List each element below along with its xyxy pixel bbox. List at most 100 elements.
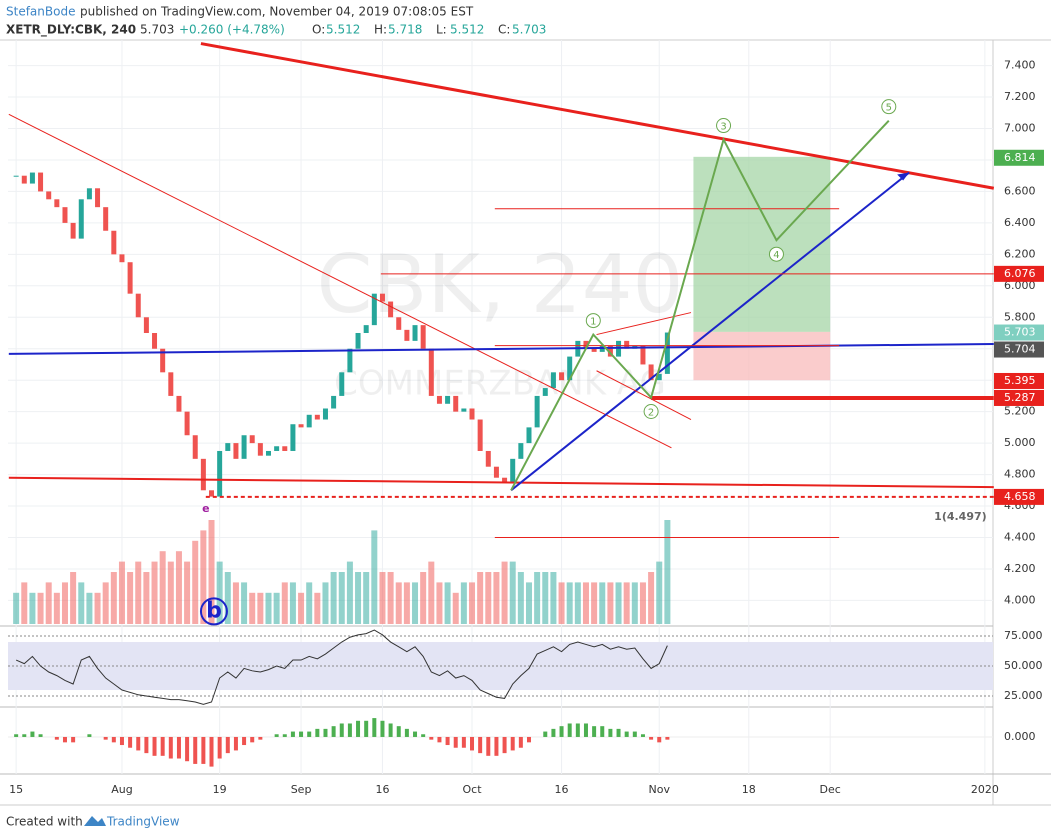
- trend-line: [8, 476, 994, 489]
- y-tick-label: 4.000: [1004, 593, 1036, 606]
- candle: [290, 424, 296, 451]
- volume-bar: [289, 582, 296, 624]
- target-box: [693, 331, 831, 381]
- volume-bar: [70, 572, 77, 624]
- trend-line: [8, 113, 672, 449]
- macd-bar: [347, 723, 352, 737]
- marker-label: b: [206, 598, 222, 623]
- macd-bar: [144, 736, 149, 754]
- candle: [241, 435, 247, 459]
- volume-bar: [607, 582, 614, 624]
- volume-bar: [13, 592, 20, 624]
- candle: [314, 414, 320, 420]
- candle: [396, 317, 402, 330]
- candle: [103, 207, 109, 231]
- macd-bar: [608, 728, 613, 737]
- candle: [526, 427, 532, 444]
- candle: [469, 408, 475, 420]
- macd-bar: [339, 723, 344, 737]
- candle: [127, 262, 133, 294]
- candle: [184, 411, 190, 436]
- macd-bar: [290, 731, 295, 737]
- volume-bar: [78, 582, 85, 624]
- volume-bar: [216, 561, 223, 624]
- volume-bar: [273, 592, 280, 624]
- publisher[interactable]: StefanBode: [6, 5, 75, 19]
- volume-bar: [631, 582, 638, 624]
- candles: [13, 172, 670, 497]
- wave-marker: [585, 313, 601, 329]
- volume-bar: [436, 582, 443, 624]
- candle: [176, 395, 182, 412]
- macd-bar: [486, 736, 491, 756]
- macd-bar: [502, 736, 507, 754]
- volume-bar: [338, 572, 345, 624]
- candle: [192, 435, 198, 459]
- volume-bar: [265, 592, 272, 624]
- price-label-bg: [994, 265, 1044, 282]
- target-box: [693, 156, 831, 332]
- candle: [200, 458, 206, 491]
- price-label: 5.704: [1004, 343, 1036, 356]
- x-tick-label: 18: [742, 783, 756, 796]
- candle: [111, 230, 117, 255]
- macd-bar: [364, 720, 369, 737]
- price-label: 5.703: [1004, 326, 1036, 339]
- candle: [379, 293, 385, 302]
- volume-bar: [591, 582, 598, 624]
- macd-bar: [494, 736, 499, 756]
- candle: [485, 450, 491, 467]
- macd-bar: [453, 736, 458, 748]
- volume-bar: [330, 572, 337, 624]
- macd-bar: [526, 736, 531, 743]
- macd-bar: [437, 736, 442, 743]
- y-tick-label: 5.200: [1004, 405, 1036, 418]
- macd-bar: [356, 720, 361, 737]
- macd-bar: [176, 736, 181, 759]
- candle: [62, 207, 68, 223]
- volume-bar: [664, 520, 671, 624]
- volume-bar: [428, 561, 435, 624]
- macd-bar: [640, 734, 645, 737]
- volume-bar: [525, 582, 532, 624]
- x-tick-label: Oct: [462, 783, 482, 796]
- ohlc-value: 5.512: [450, 23, 484, 37]
- macd-bar: [103, 736, 108, 740]
- macd-bar: [567, 723, 572, 737]
- ohlc-label: O:: [312, 23, 325, 37]
- rsi-tick-label: 25.000: [1004, 689, 1043, 702]
- volume-bar: [37, 592, 44, 624]
- price-label-bg: [994, 341, 1044, 358]
- candle: [95, 188, 101, 208]
- watermark: CBK, 240: [317, 238, 684, 331]
- macd-bar: [54, 736, 59, 740]
- volume-bar: [346, 561, 353, 624]
- volume-bar: [363, 572, 370, 624]
- volume-bar: [550, 572, 557, 624]
- macd-bar: [592, 726, 597, 737]
- wave-label: 1: [590, 317, 596, 328]
- rsi-line: [15, 629, 668, 705]
- wave-label: 2: [648, 407, 654, 418]
- volume-bar: [639, 582, 646, 624]
- macd-bar: [616, 728, 621, 737]
- macd-bar: [185, 736, 190, 762]
- candle: [518, 443, 524, 459]
- volume-bar: [574, 582, 581, 624]
- footer-brand[interactable]: TradingView: [106, 815, 180, 829]
- candle: [298, 424, 304, 428]
- volume-bar: [371, 530, 378, 624]
- volume-bar: [477, 572, 484, 624]
- candle: [388, 301, 394, 318]
- x-tick-label: Sep: [291, 783, 312, 796]
- candle: [624, 340, 630, 349]
- candle: [363, 325, 369, 333]
- annotation: e: [202, 502, 209, 515]
- macd-bar: [282, 734, 287, 737]
- candle: [339, 372, 345, 396]
- macd-bar: [551, 728, 556, 737]
- y-tick-label: 6.400: [1004, 216, 1036, 229]
- volume-bar: [257, 592, 264, 624]
- last-price: 5.703: [140, 23, 174, 37]
